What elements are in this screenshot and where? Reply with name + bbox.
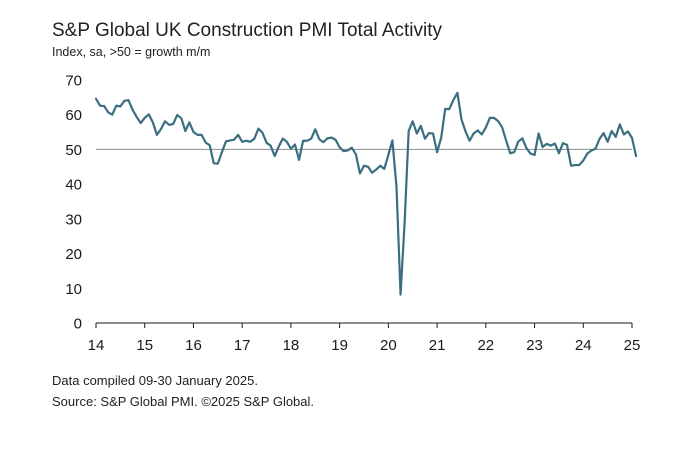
x-tick-label: 14 bbox=[88, 337, 105, 354]
footer-source: Source: S&P Global PMI. ©2025 S&P Global… bbox=[52, 394, 315, 409]
y-tick-label: 20 bbox=[65, 246, 82, 263]
y-axis-ticks: 0 10 20 30 40 50 60 70 bbox=[65, 73, 82, 333]
x-tick-label: 22 bbox=[477, 337, 494, 354]
series-line-total-activity bbox=[94, 91, 638, 296]
y-tick-label: 70 bbox=[65, 73, 82, 90]
x-tick-label: 24 bbox=[575, 337, 592, 354]
chart-subtitle: Index, sa, >50 = growth m/m bbox=[52, 45, 211, 59]
x-tick-label: 20 bbox=[380, 337, 397, 354]
x-tick-label: 17 bbox=[234, 337, 251, 354]
x-tick-label: 25 bbox=[624, 337, 641, 354]
x-tick-label: 15 bbox=[136, 337, 153, 354]
x-tick-label: 18 bbox=[283, 337, 300, 354]
y-tick-label: 50 bbox=[65, 142, 82, 159]
y-tick-label: 10 bbox=[65, 281, 82, 298]
x-axis-ticks: 14 15 16 17 18 19 20 21 22 23 24 25 bbox=[88, 337, 641, 354]
x-tick-label: 16 bbox=[185, 337, 202, 354]
x-tick-label: 23 bbox=[526, 337, 543, 354]
y-tick-label: 40 bbox=[65, 177, 82, 194]
x-tick-label: 19 bbox=[331, 337, 348, 354]
x-tick-label: 21 bbox=[429, 337, 446, 354]
chart-title: S&P Global UK Construction PMI Total Act… bbox=[52, 20, 443, 41]
y-tick-label: 0 bbox=[74, 316, 82, 333]
footer-note: Data compiled 09-30 January 2025. bbox=[52, 373, 258, 388]
x-axis-tickmarks bbox=[95, 323, 633, 328]
y-tick-label: 30 bbox=[65, 211, 82, 228]
y-tick-label: 60 bbox=[65, 107, 82, 124]
